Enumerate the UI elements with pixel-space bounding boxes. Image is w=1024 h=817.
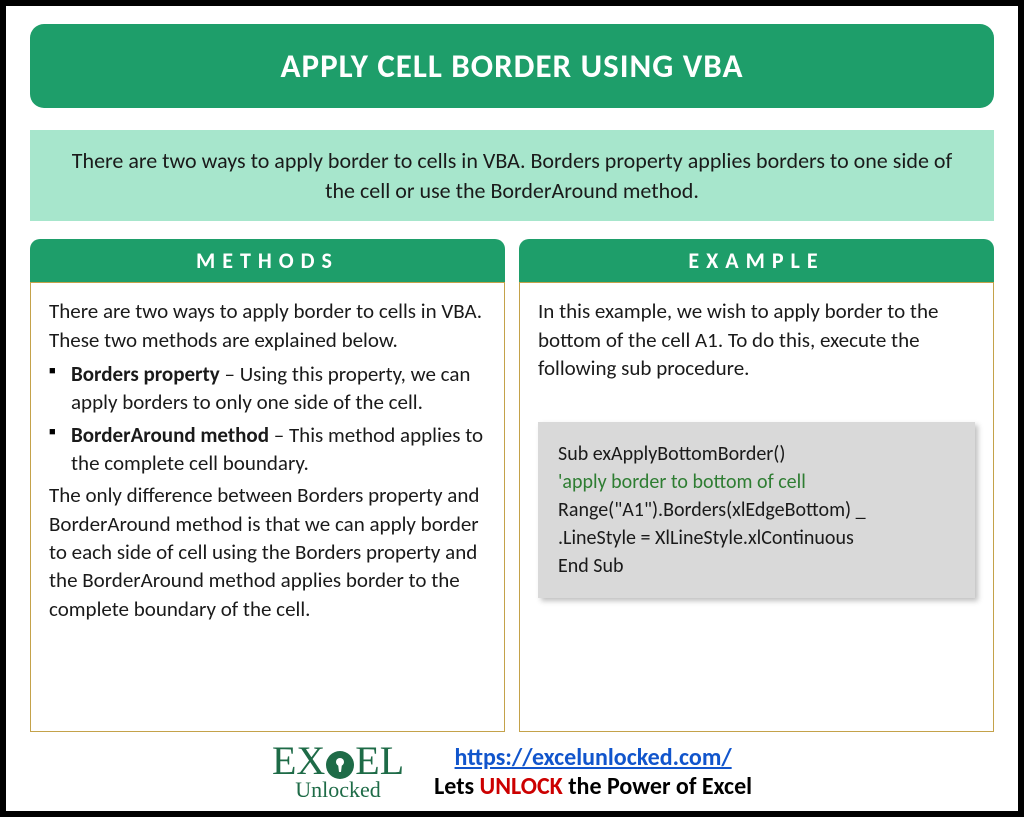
methods-column: METHODS There are two ways to apply bord…: [30, 239, 505, 732]
footer-link[interactable]: https://excelunlocked.com/: [455, 743, 732, 772]
list-item: BorderAround method – This method applie…: [71, 421, 486, 478]
footer: EX EL Unlocked https://excelunlocked.com…: [30, 738, 994, 801]
page-title: APPLY CELL BORDER USING VBA: [40, 46, 984, 86]
outer-frame: APPLY CELL BORDER USING VBA There are tw…: [0, 0, 1024, 817]
columns: METHODS There are two ways to apply bord…: [30, 239, 994, 732]
methods-body: There are two ways to apply border to ce…: [30, 282, 505, 732]
methods-lead: There are two ways to apply border to ce…: [49, 297, 486, 354]
footer-tagline: Lets UNLOCK the Power of Excel: [434, 772, 752, 801]
logo-text-left: EX: [272, 742, 325, 780]
logo-bottom: Unlocked: [295, 780, 381, 801]
bullet-bold: Borders property: [71, 361, 220, 387]
example-header: EXAMPLE: [519, 239, 994, 282]
code-line: Range("A1").Borders(xlEdgeBottom) _: [558, 496, 955, 524]
methods-header: METHODS: [30, 239, 505, 282]
keyhole-icon: [326, 751, 354, 779]
tagline-post: the Power of Excel: [563, 772, 752, 801]
logo: EX EL Unlocked: [272, 742, 404, 801]
code-line: Sub exApplyBottomBorder(): [558, 440, 955, 468]
code-line: .LineStyle = XlLineStyle.xlContinuous: [558, 524, 955, 552]
logo-top: EX EL: [272, 742, 404, 780]
code-comment: 'apply border to bottom of cell: [558, 468, 955, 496]
tagline-unlock: UNLOCK: [480, 772, 563, 801]
example-lead: In this example, we wish to apply border…: [538, 297, 975, 382]
code-block: Sub exApplyBottomBorder() 'apply border …: [538, 422, 975, 598]
methods-tail: The only difference between Borders prop…: [49, 481, 486, 623]
intro-text: There are two ways to apply border to ce…: [72, 147, 952, 204]
example-body: In this example, we wish to apply border…: [519, 282, 994, 732]
list-item: Borders property – Using this property, …: [71, 360, 486, 417]
methods-bullets: Borders property – Using this property, …: [49, 360, 486, 477]
title-bar: APPLY CELL BORDER USING VBA: [30, 24, 994, 108]
example-column: EXAMPLE In this example, we wish to appl…: [519, 239, 994, 732]
bullet-bold: BorderAround method: [71, 422, 269, 448]
code-line: End Sub: [558, 552, 955, 580]
tagline-pre: Lets: [434, 772, 479, 801]
intro-bar: There are two ways to apply border to ce…: [30, 130, 994, 221]
footer-text: https://excelunlocked.com/ Lets UNLOCK t…: [434, 743, 752, 801]
logo-text-right: EL: [355, 742, 404, 780]
